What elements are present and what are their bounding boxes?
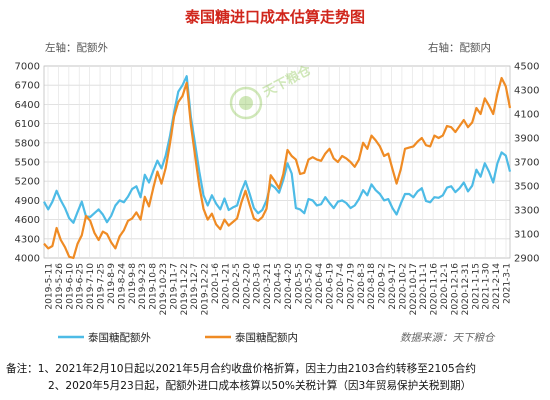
x-tick-label: 2019-9-23 <box>138 263 148 310</box>
left-axis-label: 左轴：配额外 <box>45 41 108 54</box>
y-right-tick-label: 4500 <box>514 62 539 73</box>
y-left-tick-label: 5200 <box>15 177 40 188</box>
x-tick-label: 2020-1-21 <box>221 263 231 310</box>
x-tick-label: 2019-12-7 <box>190 263 200 310</box>
y-left-tick-label: 6100 <box>15 119 40 130</box>
x-tick-label: 2019-7-10 <box>86 263 96 310</box>
y-right-tick-label: 3700 <box>514 158 539 169</box>
y-left-tick-label: 4300 <box>15 234 40 245</box>
source-text: 数据来源：天下粮仓 <box>400 332 496 344</box>
notes: 备注：1、2021年2月10日起以2021年5月合约收盘价格折算，因主力由210… <box>6 361 546 395</box>
x-tick-label: 2019-10-23 <box>159 263 169 315</box>
x-tick-label: 2020-2-5 <box>232 263 242 304</box>
y-left-tick-label: 4900 <box>15 196 40 207</box>
x-tick-label: 2021-2-14 <box>492 263 502 310</box>
y-right-tick-label: 2900 <box>514 254 539 265</box>
x-tick-label: 2020-9-17 <box>388 263 398 310</box>
watermark-logo: 天下粮仓 <box>229 62 315 120</box>
x-tick-label: 2020-4-20 <box>284 263 294 310</box>
x-tick-label: 2020-5-5 <box>294 263 304 304</box>
x-tick-label: 2021-3-1 <box>503 263 513 304</box>
x-tick-label: 2021-1-15 <box>471 263 481 310</box>
x-tick-label: 2021-1-30 <box>482 263 492 310</box>
x-axis: 2019-5-11 2019-5-26 2019-6-10 2019-6-25 2019… <box>45 263 513 316</box>
series-line-2 <box>43 76 512 260</box>
legend-label: 泰国糖配额内 <box>235 331 298 344</box>
x-tick-label: 2019-9-8 <box>128 263 138 304</box>
x-tick-label: 2020-12-1 <box>440 263 450 310</box>
y-right-tick-label: 3900 <box>514 134 539 145</box>
chart-title: 泰国糖进口成本估算走势图 <box>184 8 365 26</box>
x-tick-label: 2019-6-25 <box>76 263 86 310</box>
series-lines <box>43 75 512 260</box>
y-axis-left: 4000 4300 4600 4900 5200 5500 5800 6100 6400 6700… <box>15 62 40 265</box>
right-axis-label: 右轴：配额内 <box>428 41 491 54</box>
watermark-dot-icon <box>239 96 253 110</box>
x-tick-label: 2020-9-2 <box>378 263 388 304</box>
x-tick-label: 2019-5-11 <box>45 263 55 310</box>
x-tick-label: 2020-11-1 <box>419 263 429 310</box>
series-line-1 <box>43 75 512 224</box>
x-tick-label: 2019-11-22 <box>180 263 190 315</box>
x-tick-label: 2019-6-10 <box>65 263 75 310</box>
x-tick-label: 2020-3-21 <box>263 263 273 310</box>
y-right-tick-label: 4100 <box>514 110 539 121</box>
x-tick-label: 2020-12-16 <box>450 263 460 316</box>
x-tick-label: 2020-4-5 <box>274 263 284 304</box>
y-left-tick-label: 7000 <box>15 62 40 73</box>
x-tick-label: 2020-11-16 <box>430 263 440 316</box>
y-left-tick-label: 6400 <box>15 100 40 111</box>
y-left-tick-label: 6700 <box>15 81 40 92</box>
y-right-tick-label: 3100 <box>514 230 539 241</box>
x-tick-label: 2020-8-18 <box>367 263 377 310</box>
x-tick-label: 2019-7-25 <box>97 263 107 310</box>
y-right-tick-label: 3300 <box>514 206 539 217</box>
x-tick-label: 2020-10-17 <box>409 263 419 315</box>
legend: 泰国糖配额外 泰国糖配额内 <box>58 331 298 344</box>
x-tick-label: 2019-8-24 <box>117 263 127 310</box>
x-tick-label: 2020-5-20 <box>305 263 315 310</box>
y-right-tick-label: 4300 <box>514 86 539 97</box>
x-tick-label: 2020-10-2 <box>398 263 408 310</box>
y-right-tick-label: 3500 <box>514 182 539 193</box>
x-tick-label: 2020-6-19 <box>326 263 336 310</box>
x-tick-label: 2019-5-26 <box>55 263 65 310</box>
x-tick-label: 2020-2-20 <box>242 263 252 310</box>
legend-label: 泰国糖配额外 <box>88 331 151 344</box>
x-tick-label: 2019-11-7 <box>169 263 179 310</box>
x-tick-label: 2019-10-8 <box>149 263 159 310</box>
x-tick-label: 2020-6-4 <box>315 263 325 304</box>
x-tick-label: 2020-8-3 <box>357 263 367 304</box>
watermark-circle-icon <box>229 86 263 120</box>
note-1: 备注：1、2021年2月10日起以2021年5月合约收盘价格折算，因主力由210… <box>6 363 476 375</box>
x-tick-label: 2019-12-22 <box>201 263 211 315</box>
y-axis-right: 2900 3100 3300 3500 3700 3900 4100 4300 4500 <box>514 62 539 265</box>
note-2: 2、2020年5月23日起，配额外进口成本核算以50%关税计算（因3年贸易保护关… <box>48 380 472 392</box>
y-left-tick-label: 5800 <box>15 138 40 149</box>
x-tick-label: 2020-3-6 <box>253 263 263 304</box>
y-left-tick-label: 4600 <box>15 215 40 226</box>
x-tick-label: 2020-7-19 <box>346 263 356 310</box>
y-left-tick-label: 5500 <box>15 158 40 169</box>
x-tick-label: 2020-12-31 <box>461 263 471 315</box>
x-tick-label: 2020-1-6 <box>211 263 221 304</box>
x-tick-label: 2020-7-4 <box>336 263 346 304</box>
x-tick-label: 2019-8-9 <box>107 263 117 304</box>
y-left-tick-label: 4000 <box>15 254 40 265</box>
